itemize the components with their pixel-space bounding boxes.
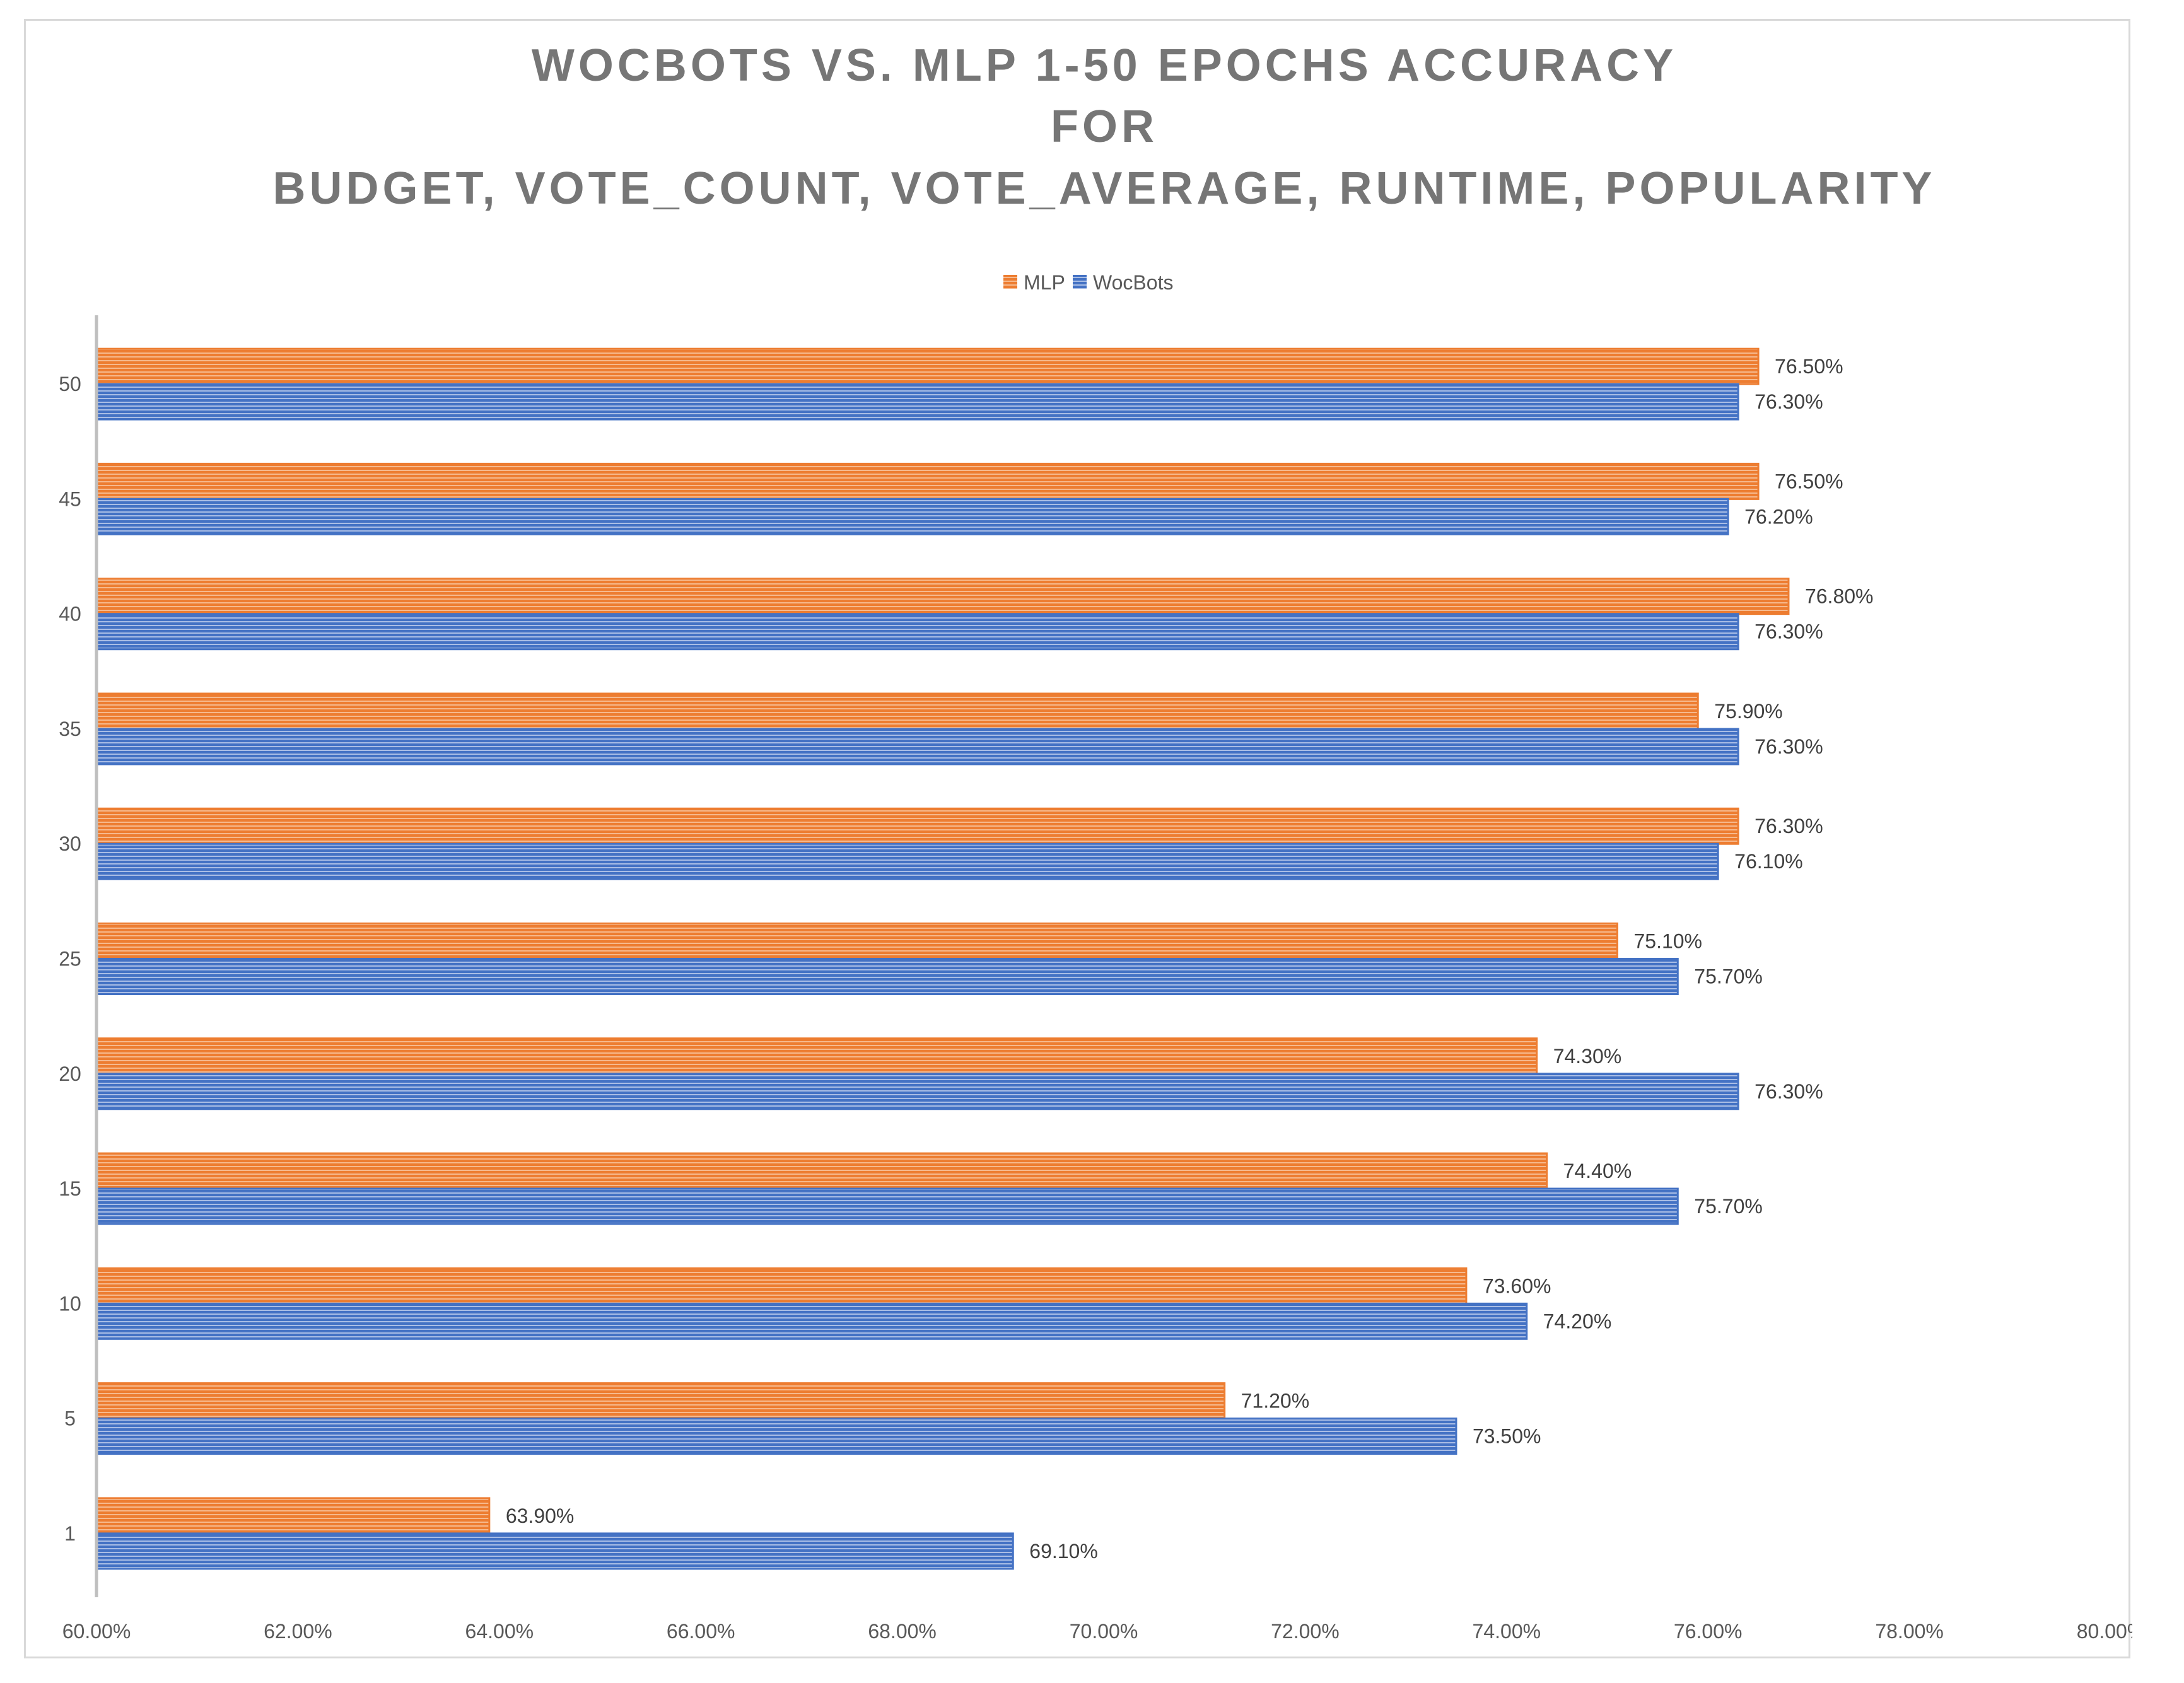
category-label: 15: [59, 1177, 81, 1200]
bar-mlp: [95, 1497, 491, 1535]
bar-wocbots: [95, 728, 1739, 766]
data-label-mlp: 76.30%: [1755, 815, 1823, 837]
x-tick-label: 70.00%: [1070, 1620, 1138, 1643]
category-label: 25: [59, 948, 81, 970]
axes: 60.00% 62.00% 64.00% 66.00% 68.00% 70.00% 72.0…: [62, 315, 2132, 1643]
legend: MLP WocBots: [1003, 271, 1173, 294]
data-label-wocbots: 74.20%: [1543, 1310, 1612, 1332]
data-label-wocbots: 76.30%: [1755, 390, 1823, 413]
plot-area: 1 63.90% 69.10% 5 71.20% 73.50% 10 73.60% 74.20%…: [59, 347, 1874, 1570]
category-label: 35: [59, 718, 81, 740]
bar-mlp: [95, 807, 1739, 845]
data-label-mlp: 73.60%: [1483, 1274, 1551, 1297]
bar-wocbots: [95, 1187, 1679, 1225]
bar-wocbots: [95, 383, 1739, 421]
category-label: 1: [64, 1522, 76, 1545]
bar-mlp: [95, 1037, 1538, 1075]
data-label-mlp: 75.10%: [1633, 930, 1702, 953]
data-label-mlp: 76.80%: [1805, 585, 1874, 608]
x-tick-label: 76.00%: [1674, 1620, 1743, 1643]
bar-mlp: [95, 692, 1699, 730]
data-label-wocbots: 76.30%: [1755, 1080, 1823, 1103]
data-label-wocbots: 76.20%: [1744, 505, 1813, 528]
data-label-mlp: 63.90%: [506, 1505, 575, 1527]
category-label: 10: [59, 1292, 81, 1315]
category-label: 5: [64, 1407, 76, 1430]
x-tick-label: 66.00%: [667, 1620, 735, 1643]
data-label-wocbots: 76.10%: [1734, 850, 1803, 873]
bar-wocbots: [95, 842, 1719, 880]
bar-mlp: [95, 1152, 1548, 1190]
data-label-mlp: 74.40%: [1563, 1160, 1632, 1182]
category-label: 40: [59, 603, 81, 626]
bar-mlp: [95, 1382, 1226, 1420]
category-label: 20: [59, 1063, 81, 1085]
category-label: 45: [59, 487, 81, 510]
data-label-wocbots: 75.70%: [1694, 965, 1763, 988]
bar-mlp: [95, 1267, 1468, 1305]
data-label-wocbots: 69.10%: [1029, 1540, 1098, 1563]
chart-frame: WOCBOTS VS. MLP 1-50 EPOCHS ACCURACY FOR B…: [24, 19, 2132, 1658]
bar-mlp: [95, 347, 1760, 385]
x-tick-label: 62.00%: [264, 1620, 332, 1643]
data-label-mlp: 71.20%: [1241, 1390, 1310, 1412]
category-label: 30: [59, 832, 81, 855]
x-tick-label: 68.00%: [868, 1620, 937, 1643]
bar-wocbots: [95, 1532, 1014, 1570]
bar-wocbots: [95, 613, 1739, 651]
bar-wocbots: [95, 1302, 1528, 1340]
bar-wocbots: [95, 1418, 1457, 1455]
legend-label-mlp: MLP: [1024, 271, 1065, 294]
data-label-wocbots: 75.70%: [1694, 1195, 1763, 1218]
x-tick-label: 72.00%: [1271, 1620, 1340, 1643]
legend-label-wocbots: WocBots: [1093, 271, 1173, 294]
data-label-mlp: 74.30%: [1553, 1045, 1622, 1068]
data-label-mlp: 76.50%: [1775, 355, 1843, 378]
legend-swatch-mlp: [1003, 275, 1017, 289]
data-label-mlp: 76.50%: [1775, 470, 1843, 492]
chart-title: WOCBOTS VS. MLP 1-50 EPOCHS ACCURACY FOR B…: [273, 40, 1936, 214]
bar-wocbots: [95, 958, 1679, 995]
chart-canvas: WOCBOTS VS. MLP 1-50 EPOCHS ACCURACY FOR B…: [59, 40, 2132, 1643]
chart-title-line: FOR: [1051, 102, 1158, 152]
bar-mlp: [95, 462, 1760, 500]
bar-wocbots: [95, 1073, 1739, 1110]
x-tick-label: 64.00%: [465, 1620, 534, 1643]
bar-mlp: [95, 578, 1790, 615]
chart-title-line: BUDGET, VOTE_COUNT, VOTE_AVERAGE, RUNTIM…: [273, 163, 1936, 214]
bar-mlp: [95, 923, 1618, 960]
x-tick-label: 78.00%: [1875, 1620, 1944, 1643]
x-tick-label: 80.00%: [2077, 1620, 2132, 1643]
category-label: 50: [59, 373, 81, 395]
data-label-wocbots: 73.50%: [1473, 1425, 1541, 1448]
chart-title-line: WOCBOTS VS. MLP 1-50 EPOCHS ACCURACY: [532, 40, 1677, 91]
x-tick-label: 74.00%: [1473, 1620, 1541, 1643]
legend-swatch-wocbots: [1073, 275, 1087, 289]
data-label-mlp: 75.90%: [1714, 700, 1783, 723]
data-label-wocbots: 76.30%: [1755, 620, 1823, 643]
data-label-wocbots: 76.30%: [1755, 735, 1823, 758]
bar-wocbots: [95, 498, 1729, 535]
x-tick-label: 60.00%: [62, 1620, 131, 1643]
